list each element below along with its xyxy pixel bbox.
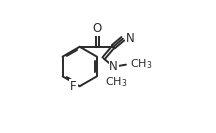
Text: N: N xyxy=(109,60,118,73)
Text: O: O xyxy=(93,22,102,36)
Text: CH$_3$: CH$_3$ xyxy=(130,57,152,71)
Text: N: N xyxy=(126,32,135,45)
Text: F: F xyxy=(70,80,77,93)
Text: CH$_3$: CH$_3$ xyxy=(105,75,127,89)
